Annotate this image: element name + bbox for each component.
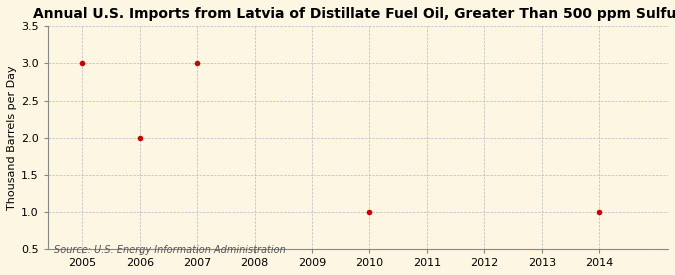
Point [77,61,88,66]
Point [192,61,202,66]
Point [134,136,145,140]
Y-axis label: Thousand Barrels per Day: Thousand Barrels per Day [7,65,17,210]
Point [594,210,605,214]
Text: Source: U.S. Energy Information Administration: Source: U.S. Energy Information Administ… [54,246,286,255]
Title: Annual U.S. Imports from Latvia of Distillate Fuel Oil, Greater Than 500 ppm Sul: Annual U.S. Imports from Latvia of Disti… [33,7,675,21]
Point [364,210,375,214]
